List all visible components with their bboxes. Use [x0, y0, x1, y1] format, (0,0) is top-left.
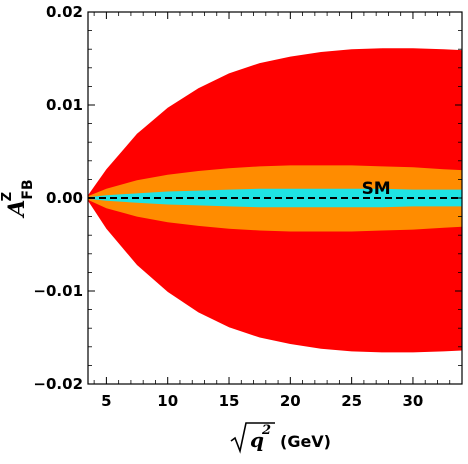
x-tick-label: 20: [280, 392, 301, 410]
x-tick-label: 10: [157, 392, 178, 410]
x-axis-label: q 2 (GeV): [230, 422, 331, 454]
y-axis-label-sub: FB: [20, 179, 36, 199]
y-tick-label: −0.02: [33, 375, 83, 393]
x-ticks-group: 5 10 15 20 25 30: [93, 12, 463, 410]
x-axis-label-var: q: [250, 428, 264, 452]
bands-group: [88, 48, 462, 353]
x-tick-label: 30: [403, 392, 424, 410]
y-tick-label: 0.01: [46, 96, 83, 114]
y-axis-label-sup: Z: [0, 192, 15, 201]
y-axis-label-base: A: [4, 200, 30, 219]
sm-label: SM: [362, 179, 391, 199]
x-axis-label-unit: (GeV): [280, 432, 331, 451]
y-ticks-group: −0.02 −0.01 0.00 0.01 0.02: [33, 3, 462, 393]
y-tick-label: −0.01: [33, 282, 83, 300]
y-tick-label: 0.00: [46, 189, 83, 207]
x-tick-label: 15: [219, 392, 240, 410]
x-tick-label: 5: [101, 392, 111, 410]
sqrt-symbol: [230, 422, 275, 454]
x-tick-label: 25: [341, 392, 362, 410]
y-tick-label: 0.02: [46, 3, 83, 21]
svg-text:AFBZ: AFB Z: [0, 179, 36, 218]
x-axis-label-power: 2: [261, 423, 271, 438]
y-axis-label: AFB Z: [0, 179, 36, 218]
